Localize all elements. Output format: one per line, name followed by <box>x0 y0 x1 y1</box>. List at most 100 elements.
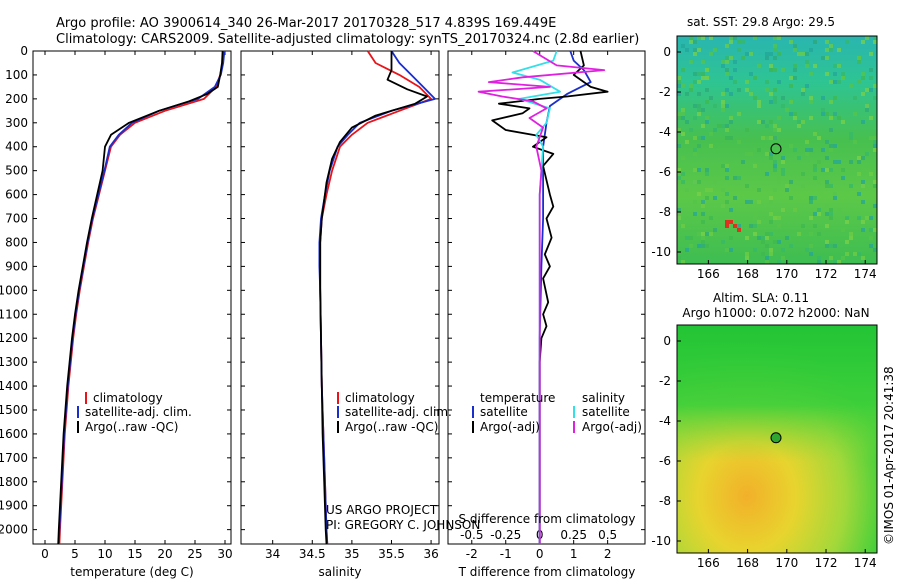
sst-pixel <box>837 260 841 264</box>
sst-pixel <box>773 240 777 244</box>
sst-pixel <box>825 180 829 184</box>
sst-pixel <box>753 216 757 220</box>
sst-pixel <box>713 48 717 52</box>
sst-pixel <box>745 80 749 84</box>
sst-pixel <box>793 48 797 52</box>
sst-pixel <box>809 72 813 76</box>
depth-tick-label: 1000 <box>0 283 28 297</box>
sst-pixel <box>721 60 725 64</box>
sst-pixel <box>697 92 701 96</box>
sst-pixel <box>729 116 733 120</box>
sst-pixel <box>861 76 865 80</box>
sst-pixel <box>769 220 773 224</box>
sst-pixel <box>701 200 705 204</box>
sst-pixel <box>693 116 697 120</box>
sst-pixel <box>761 240 765 244</box>
sst-hot-pixel <box>725 220 729 224</box>
sst-pixel <box>761 252 765 256</box>
sst-pixel <box>757 148 761 152</box>
legend-argo-label: Argo(..raw -QC) <box>345 420 438 434</box>
sst-pixel <box>721 204 725 208</box>
sst-pixel <box>761 136 765 140</box>
sst-hot-pixel <box>733 224 737 228</box>
sst-pixel <box>797 120 801 124</box>
sst-pixel <box>693 168 697 172</box>
sst-pixel <box>677 80 681 84</box>
sst-pixel <box>773 216 777 220</box>
sst-pixel <box>793 112 797 116</box>
sst-pixel <box>773 136 777 140</box>
sst-pixel <box>757 200 761 204</box>
sst-pixel <box>681 84 685 88</box>
sst-pixel <box>773 36 777 40</box>
sst-pixel <box>677 128 681 132</box>
x-tick-label: 20 <box>157 547 172 561</box>
sst-pixel <box>809 116 813 120</box>
sst-pixel <box>721 92 725 96</box>
salinity-axis-label: salinity <box>318 565 361 579</box>
sst-pixel <box>737 224 741 228</box>
depth-tick-label: 400 <box>5 140 28 154</box>
sst-pixel <box>685 48 689 52</box>
difference-panel-frame <box>447 50 646 545</box>
sst-pixel <box>717 124 721 128</box>
sst-pixel <box>681 44 685 48</box>
sst-pixel <box>697 108 701 112</box>
sst-pixel <box>825 40 829 44</box>
sst-pixel <box>713 196 717 200</box>
sst-pixel <box>737 88 741 92</box>
sst-pixel <box>765 52 769 56</box>
sst-map-axes: 166 168 170 172 174 0 -2 -4 -6 -8 -10 <box>651 45 876 281</box>
sst-pixel <box>773 88 777 92</box>
sst-pixel <box>765 256 769 260</box>
x-tick-label: 36 <box>423 547 438 561</box>
sst-pixel <box>733 176 737 180</box>
sst-pixel <box>829 244 833 248</box>
sst-pixel <box>749 72 753 76</box>
sst-pixel <box>677 168 681 172</box>
imos-credit: ©IMOS 01-Apr-2017 20:41:38 <box>882 366 896 545</box>
sst-pixel <box>841 72 845 76</box>
sla-map-axes: 166 168 170 172 174 0 -2 -4 -6 -8 -10 <box>651 334 876 570</box>
series-line-argo <box>491 50 609 544</box>
sst-pixel <box>729 76 733 80</box>
sst-pixel <box>725 68 729 72</box>
sst-pixel <box>777 176 781 180</box>
sst-pixel <box>725 168 729 172</box>
sst-pixel <box>725 136 729 140</box>
sst-pixel <box>689 40 693 44</box>
sst-pixel <box>721 104 725 108</box>
sst-pixel <box>697 36 701 40</box>
sst-pixel <box>765 80 769 84</box>
sst-pixel <box>805 152 809 156</box>
sst-pixel <box>821 108 825 112</box>
sst-pixel <box>773 48 777 52</box>
sst-pixel <box>697 48 701 52</box>
sst-pixel <box>765 136 769 140</box>
sst-pixel <box>777 52 781 56</box>
sst-pixel <box>769 200 773 204</box>
sst-pixel <box>725 72 729 76</box>
sst-hot-pixel <box>729 220 733 224</box>
sst-pixel <box>801 120 805 124</box>
sst-pixel <box>713 104 717 108</box>
sst-pixel <box>785 236 789 240</box>
sst-pixel <box>677 216 681 220</box>
sst-pixel <box>677 256 681 260</box>
sst-pixel <box>821 96 825 100</box>
sst-pixel <box>765 56 769 60</box>
sst-pixel <box>685 236 689 240</box>
sst-pixel <box>725 60 729 64</box>
sst-pixel <box>689 84 693 88</box>
sst-pixel <box>805 64 809 68</box>
sst-pixel <box>873 144 877 148</box>
sst-pixel <box>853 252 857 256</box>
sst-pixel <box>693 148 697 152</box>
sst-pixel <box>777 116 781 120</box>
sst-pixel <box>753 96 757 100</box>
sst-pixel <box>869 236 873 240</box>
sst-pixel <box>765 232 769 236</box>
depth-tick-label: 500 <box>5 164 28 178</box>
sst-pixel <box>769 100 773 104</box>
sst-pixel <box>821 168 825 172</box>
